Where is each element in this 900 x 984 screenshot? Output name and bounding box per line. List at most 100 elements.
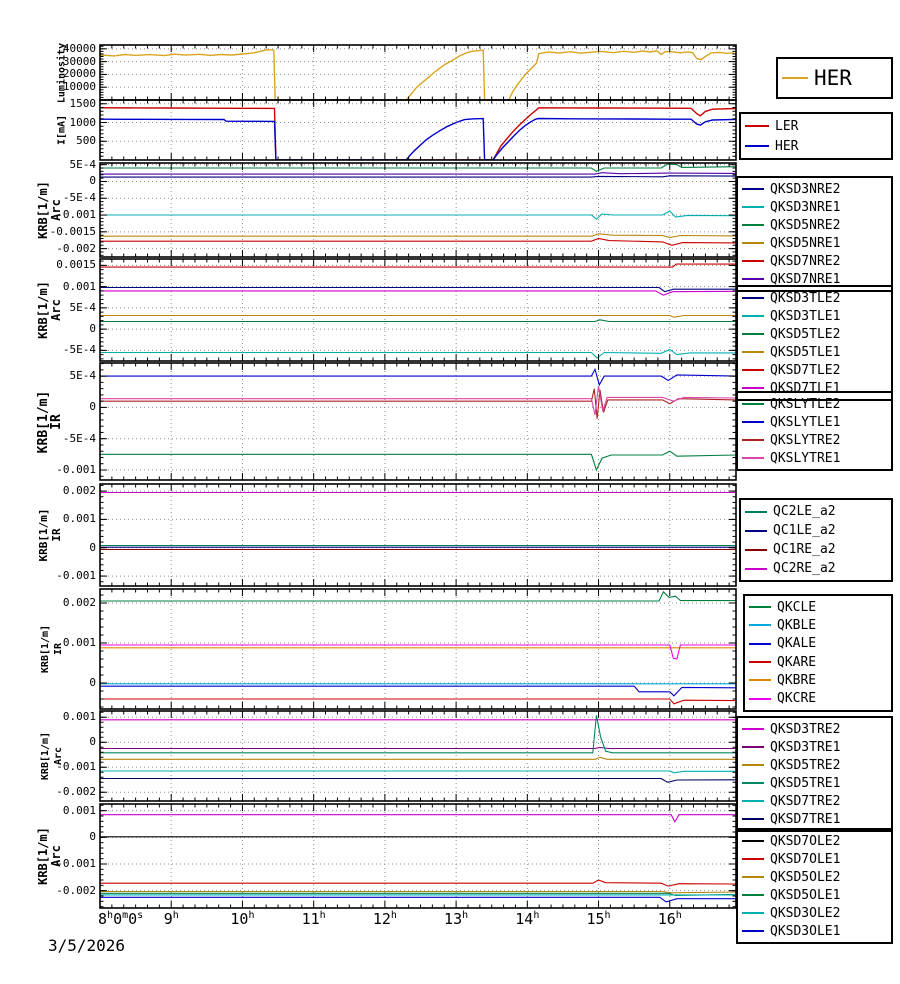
legend-line-swatch	[742, 297, 764, 299]
series-QKSD3TLE2	[100, 286, 736, 293]
legend-entry: HER	[782, 66, 887, 90]
legend-qksd-tle: QKSD3TLE2 QKSD3TLE1 QKSD5TLE2 QKSD5TLE1 QKSD…	[736, 285, 893, 401]
legend-entry: QC1LE_a2	[745, 523, 887, 538]
legend-entry: QKSD5OLE1	[742, 888, 887, 903]
legend-line-swatch	[742, 369, 764, 371]
legend-entry-label: QKSD5TRE1	[770, 775, 841, 791]
legend-entry: QKALE	[749, 636, 887, 651]
y-tick-label: 5E-4	[69, 369, 97, 382]
legend-line-swatch	[742, 188, 764, 190]
legend-entry: QKSD7NRE1	[742, 272, 887, 287]
y-tick-label: 20000	[62, 67, 96, 80]
legend-qksd-tre: QKSD3TRE2 QKSD3TRE1 QKSD5TRE2 QKSD5TRE1 QKSD…	[736, 716, 893, 832]
series-QKSD7TLE1	[100, 290, 736, 296]
legend-entry: QKBRE	[749, 673, 887, 688]
series-QKSD7OLE1	[100, 879, 736, 887]
y-tick-label: 0	[89, 322, 96, 335]
legend-line-swatch	[742, 278, 764, 280]
y-tick-label: 0.001	[62, 280, 96, 293]
legend-entry-label: QKSLYTRE2	[770, 432, 841, 448]
y-tick-label: 500	[76, 134, 96, 147]
x-tick-label: 10h	[230, 910, 255, 928]
series-QKSD7TLE2	[100, 263, 736, 268]
legend-entry: QKSD3TLE2	[742, 291, 887, 306]
legend-line-swatch	[742, 315, 764, 317]
y-tick-label: -0.002	[56, 884, 96, 897]
legend-line-swatch	[742, 746, 764, 748]
legend-line-swatch	[742, 421, 764, 423]
legend-entry-label: QKSD3OLE2	[770, 905, 841, 921]
legend-entry: QKSD3NRE2	[742, 182, 887, 197]
y-tick-label: 1000	[69, 116, 97, 129]
y-tick-label: -0.001	[56, 463, 96, 476]
legend-entry: QKSLYTRE2	[742, 433, 887, 448]
legend-entry-label: QKSD7TRE2	[770, 793, 841, 809]
panel-border	[99, 483, 737, 587]
legend-line-swatch	[749, 642, 771, 645]
series-HER	[100, 48, 734, 100]
legend-entry-label: QKSD5TRE2	[770, 757, 841, 773]
y-tick-label: 0.002	[62, 596, 96, 609]
x-tick-label: 8h0m0s	[98, 910, 144, 928]
legend-entry: QKSD5OLE2	[742, 870, 887, 885]
legend-entry: QKSLYTLE2	[742, 397, 887, 412]
legend-line-swatch	[742, 840, 764, 842]
legend-beam-currents: LER HER	[739, 112, 893, 160]
y-tick-label: 0.001	[62, 804, 96, 817]
legend-entry-label: QKSD3TRE1	[770, 739, 841, 755]
legend-entry: QKSD7OLE1	[742, 852, 887, 867]
y-axis-title: KRB[1/m] IR	[36, 390, 64, 454]
series-QKSD5TRE1	[100, 715, 736, 754]
legend-entry-label: QKSD5TLE1	[770, 344, 841, 360]
legend-line-swatch	[742, 818, 764, 820]
y-tick-label: -0.001	[56, 760, 96, 773]
y-tick-label: 0.001	[62, 710, 96, 723]
series-QKSLYTRE1	[100, 386, 736, 416]
legend-entry-label: QKSD5TLE2	[770, 326, 841, 342]
y-axis-title: KRB[1/m] Arc	[36, 181, 63, 239]
legend-entry-label: QKALE	[777, 636, 817, 652]
legend-line-swatch	[742, 930, 764, 932]
legend-line-swatch	[742, 876, 764, 878]
series-QKSLYTLE2	[100, 450, 736, 472]
legend-line-swatch	[742, 894, 764, 896]
legend-entry: QKBLE	[749, 618, 887, 633]
y-tick-label: 0.0015	[56, 258, 96, 271]
panel-border	[99, 362, 737, 481]
y-tick-label: 0.001	[62, 512, 96, 525]
y-tick-label: 1500	[69, 97, 97, 110]
legend-entry-label: QKCLE	[777, 599, 817, 615]
y-axis-title: KRB[1/m] IR	[37, 508, 63, 562]
legend-line-swatch	[749, 661, 771, 664]
y-tick-label: 40000	[62, 42, 96, 55]
y-tick-label: -5E-4	[62, 343, 96, 356]
legend-entry-label: QKSLYTRE1	[770, 450, 841, 466]
legend-entry-label: QKSD3TLE2	[770, 290, 841, 306]
legend-line-swatch	[749, 697, 771, 700]
legend-entry: QKSD3OLE1	[742, 924, 887, 939]
legend-entry: QKSD3TRE1	[742, 740, 887, 755]
y-axis-title: KRB[1/m] Arc	[36, 827, 63, 885]
legend-entry: QKSD3OLE2	[742, 906, 887, 921]
legend-entry-label: QKSD3NRE2	[770, 181, 841, 197]
legend-entry: QKSD5TRE1	[742, 776, 887, 791]
legend-line-swatch	[742, 912, 764, 914]
legend-entry: HER	[745, 139, 887, 154]
legend-line-swatch	[749, 679, 771, 682]
legend-line-swatch	[742, 728, 764, 730]
y-tick-label: -0.001	[56, 857, 96, 870]
legend-entry-label: QKSD7NRE2	[770, 253, 841, 269]
legend-line-swatch	[745, 529, 767, 532]
panel-border	[99, 44, 737, 101]
legend-line-swatch	[742, 800, 764, 802]
series-HER	[100, 117, 736, 160]
legend-entry: QKSD7NRE2	[742, 254, 887, 269]
legend-qksd-nre: QKSD3NRE2 QKSD3NRE1 QKSD5NRE2 QKSD5NRE1 QKSD…	[736, 176, 893, 292]
legend-entry: QKSD5TLE1	[742, 345, 887, 360]
legend-line-swatch	[742, 457, 764, 459]
legend-line-swatch	[742, 260, 764, 262]
y-axis-title: KRB[1/m] Arc	[40, 731, 64, 781]
legend-entry: QC2LE_a2	[745, 504, 887, 519]
legend-her-luminosity: HER	[776, 57, 893, 99]
series-QKSD3NRE1	[100, 210, 736, 220]
